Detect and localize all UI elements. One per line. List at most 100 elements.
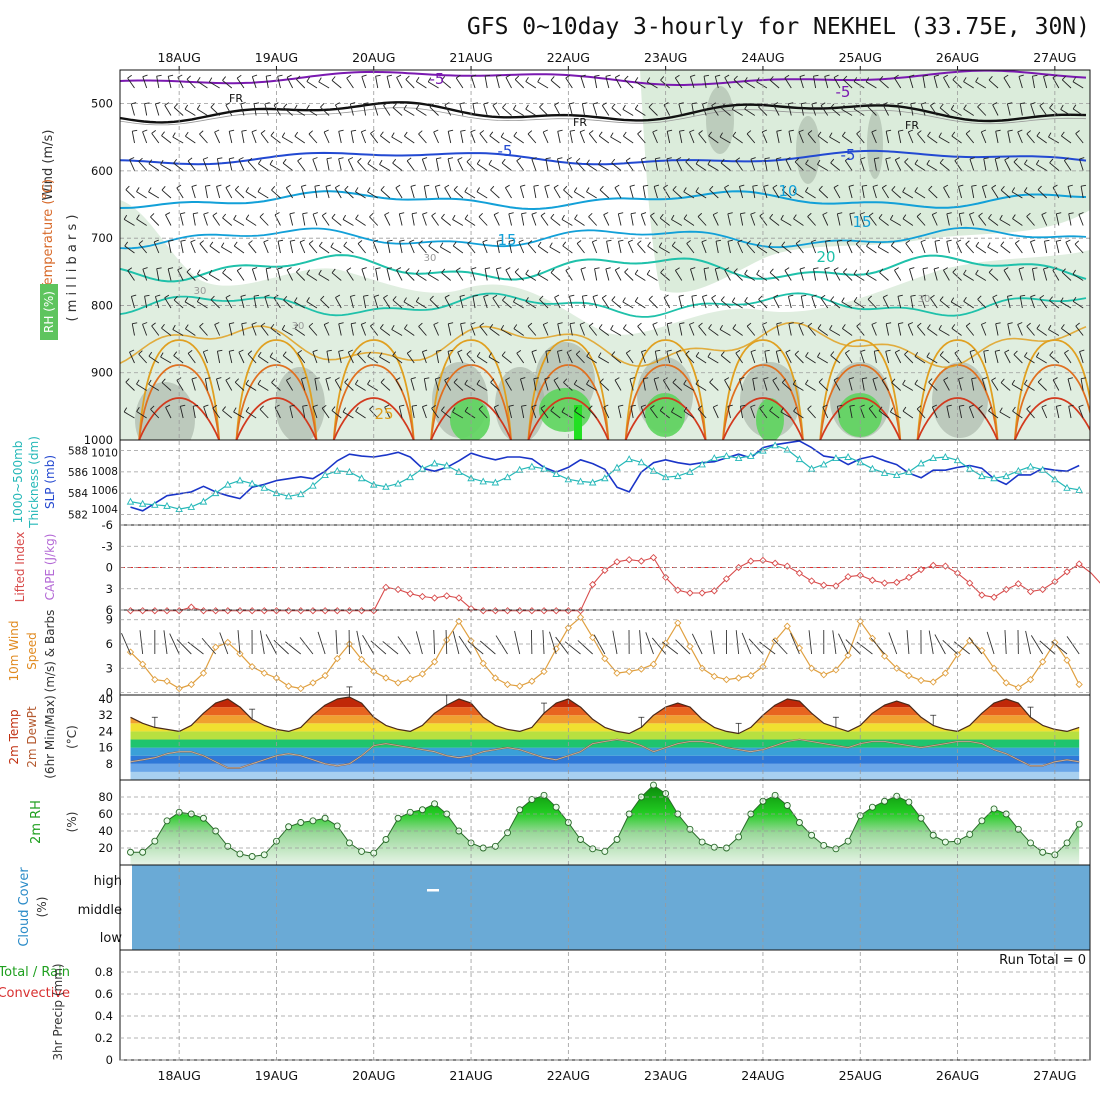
wind-barb bbox=[750, 406, 756, 419]
wind-barb bbox=[732, 108, 743, 116]
wind-barb bbox=[372, 241, 379, 254]
wind-barb-flag bbox=[780, 407, 784, 413]
wind-barb-flag bbox=[679, 129, 685, 132]
wind-barb-flag bbox=[277, 74, 283, 77]
wind-barb bbox=[1004, 159, 1011, 171]
contour-label-fr: FR bbox=[905, 119, 919, 132]
wind-barb-flag bbox=[1007, 322, 1013, 325]
lifted-index-marker bbox=[941, 562, 950, 570]
wind-speed-marker bbox=[394, 679, 402, 687]
wind-barb-flag bbox=[488, 352, 492, 358]
wind-barb-flag bbox=[344, 378, 349, 383]
wind-barb bbox=[331, 80, 342, 89]
wind-barb bbox=[411, 213, 415, 226]
wind-barb bbox=[386, 268, 391, 281]
wind-speed-marker bbox=[844, 651, 852, 659]
wind-barb-flag bbox=[286, 377, 291, 381]
wind-barb bbox=[683, 191, 695, 199]
wind-barb bbox=[247, 161, 257, 171]
wind-barb bbox=[297, 160, 306, 171]
wind-barb-flag bbox=[521, 404, 527, 407]
wind-barb bbox=[1060, 301, 1072, 309]
wind-barb bbox=[403, 108, 415, 116]
wind-barb bbox=[1031, 76, 1035, 89]
thickness-marker bbox=[917, 459, 925, 467]
thickness-marker bbox=[528, 462, 536, 470]
wind-barb-flag bbox=[142, 74, 148, 78]
wind-barb-flag bbox=[843, 75, 848, 80]
wind-barb-flag bbox=[928, 185, 933, 191]
wind10m-barb bbox=[808, 630, 813, 655]
rh-moist-patch bbox=[645, 393, 685, 437]
lifted-index-marker bbox=[771, 559, 779, 567]
wind-barb-flag bbox=[266, 74, 272, 77]
wind-barb bbox=[383, 297, 391, 309]
wind-barb-flag bbox=[671, 214, 675, 220]
wind-barb-flag bbox=[363, 102, 369, 105]
wind-barb bbox=[623, 328, 634, 336]
wind-barb bbox=[539, 299, 549, 309]
wind-barb-flag bbox=[963, 104, 967, 110]
wind-speed-marker bbox=[686, 642, 694, 651]
wind-barb-flag bbox=[629, 377, 635, 380]
wind-barb bbox=[1052, 269, 1060, 281]
wind-barb bbox=[434, 186, 439, 199]
wind-barb bbox=[294, 301, 306, 309]
wind-barb-flag bbox=[769, 406, 773, 411]
wind-barb bbox=[975, 245, 987, 254]
wind-barb-flag bbox=[415, 297, 420, 302]
wind-barb-flag bbox=[173, 296, 178, 301]
wind-barb-flag bbox=[1078, 404, 1084, 408]
wind-barb-flag bbox=[952, 268, 957, 273]
wind-barb-flag bbox=[853, 269, 858, 275]
wind-barb bbox=[447, 323, 452, 336]
wind-barb-flag bbox=[539, 103, 544, 108]
wind-barb bbox=[735, 160, 743, 171]
wind-barb bbox=[580, 76, 585, 89]
wind-barb-flag bbox=[395, 377, 401, 381]
wind-barb bbox=[776, 323, 780, 336]
wind-barb bbox=[225, 379, 233, 391]
wind-barb bbox=[637, 133, 646, 144]
wind-barb bbox=[214, 324, 221, 336]
wind-barb bbox=[142, 268, 148, 281]
wind-barb bbox=[939, 300, 950, 309]
wind-barb bbox=[588, 216, 598, 226]
wind-barb-flag bbox=[910, 102, 916, 105]
wind-barb-flag bbox=[959, 212, 965, 215]
wind-barb bbox=[1003, 270, 1011, 281]
wind-barb-flag bbox=[233, 214, 237, 220]
wind-barb-flag bbox=[225, 377, 231, 381]
temp-band bbox=[130, 731, 1080, 740]
wind-barb-flag bbox=[411, 212, 418, 215]
wind-barb-flag bbox=[675, 267, 680, 271]
wind-barb-flag bbox=[922, 267, 928, 270]
wind-barb-flag bbox=[576, 157, 581, 163]
rh-2m-marker bbox=[504, 829, 511, 837]
wind-barb bbox=[603, 214, 610, 226]
wind-barb-flag bbox=[466, 350, 471, 355]
lifted-index-marker bbox=[929, 561, 937, 570]
wind-barb bbox=[357, 243, 366, 254]
wind-barb bbox=[355, 410, 366, 419]
thickness-marker bbox=[309, 481, 317, 489]
wind-barb bbox=[144, 103, 148, 116]
wind-barb-flag bbox=[271, 378, 276, 383]
wind-barb-flag bbox=[776, 157, 782, 160]
wind-barb bbox=[1072, 273, 1084, 281]
wind-barb bbox=[489, 327, 500, 336]
wind-barb-flag bbox=[379, 131, 384, 137]
wind-barb-flag bbox=[965, 130, 971, 135]
thickness-marker bbox=[418, 464, 427, 472]
wind-barb bbox=[640, 214, 646, 226]
wind-barb bbox=[478, 408, 488, 419]
rh-dark-patch-aloft bbox=[706, 86, 734, 154]
lifted-index-marker bbox=[966, 579, 974, 587]
wind-barb bbox=[853, 81, 865, 89]
wind-barb-flag bbox=[868, 212, 874, 217]
wind-barb-flag bbox=[248, 240, 253, 245]
wind-barb bbox=[129, 159, 135, 171]
wind-barb bbox=[1068, 213, 1072, 226]
wind-barb bbox=[136, 411, 147, 419]
wind-barb bbox=[617, 213, 622, 226]
